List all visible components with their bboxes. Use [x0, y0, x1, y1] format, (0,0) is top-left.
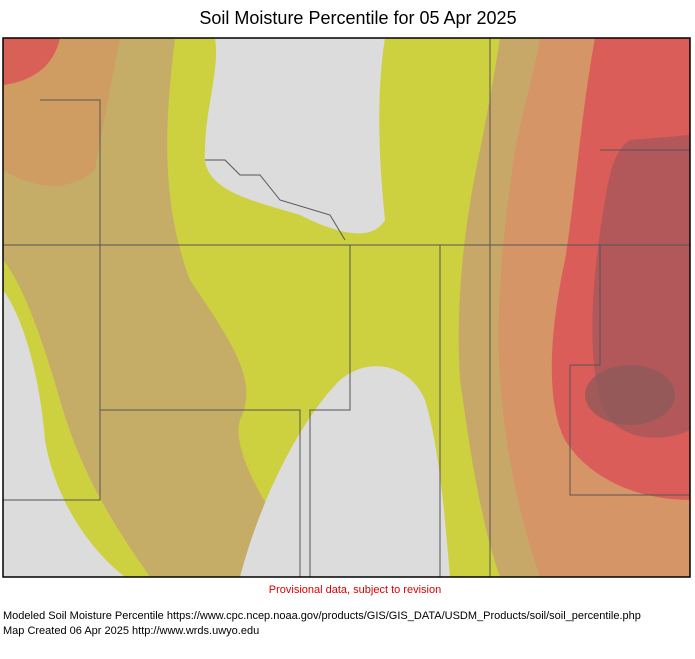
notice: Provisional data, subject to revision — [269, 584, 441, 596]
map-title: Soil Moisture Percentile for 05 Apr 2025 — [199, 8, 516, 28]
footer-created: Map Created 06 Apr 2025 http://www.wrds.… — [3, 625, 259, 637]
darkred-zone — [585, 365, 675, 425]
map-frame — [2, 37, 691, 578]
darkred-zone — [592, 135, 690, 438]
low-zone — [3, 290, 125, 577]
low-zone — [204, 38, 385, 234]
boundaries — [3, 38, 690, 577]
map — [3, 38, 690, 577]
low-zone — [240, 366, 450, 577]
red-zone — [3, 38, 60, 85]
footer-source: Modeled Soil Moisture Percentile https:/… — [3, 610, 641, 622]
